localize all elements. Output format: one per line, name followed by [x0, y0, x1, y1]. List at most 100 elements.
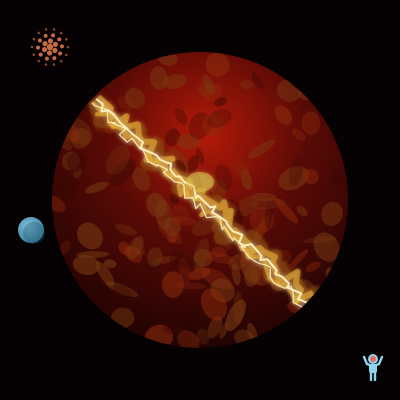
cluster-dot — [41, 46, 48, 53]
surface-blob — [251, 192, 277, 202]
cluster-dot — [32, 53, 36, 57]
surface-blob — [232, 160, 251, 175]
surface-blob — [291, 128, 306, 141]
cluster-dot — [36, 45, 41, 50]
cluster-dot — [59, 44, 64, 49]
surface-blob — [215, 164, 233, 191]
alien-legs — [369, 370, 377, 382]
surface-blob — [203, 252, 235, 264]
fissure-line — [91, 102, 305, 309]
surface-blob — [149, 66, 168, 90]
surface-blob — [247, 139, 276, 159]
surface-blob — [177, 330, 200, 348]
surface-blob — [169, 193, 180, 204]
surface-blob — [133, 238, 145, 256]
cluster-dot — [44, 28, 48, 31]
surface-blob — [329, 166, 348, 189]
surface-blob — [59, 240, 71, 255]
red-planet[interactable] — [41, 40, 359, 359]
surface-blob — [205, 52, 230, 77]
surface-blob — [211, 246, 227, 258]
surface-blob — [174, 282, 206, 290]
cluster-dot — [44, 56, 49, 61]
surface-blob — [214, 97, 228, 107]
surface-blob — [178, 257, 191, 284]
surface-blob — [77, 222, 103, 250]
surface-blob — [163, 321, 184, 335]
surface-blob — [187, 154, 199, 174]
cluster-dot — [42, 41, 48, 47]
cluster-dot — [30, 45, 34, 49]
surface-blob — [249, 206, 274, 233]
surface-blob — [196, 328, 210, 345]
surface-blob — [112, 223, 120, 237]
cluster-dot — [52, 41, 59, 48]
surface-blob — [301, 111, 321, 136]
cluster-dot — [43, 33, 48, 38]
surface-blob — [117, 96, 135, 110]
alien-figure-icon[interactable] — [362, 354, 384, 382]
cluster-dot — [59, 31, 63, 35]
surface-blob — [264, 202, 273, 229]
surface-blob — [170, 204, 190, 222]
surface-blob — [278, 166, 309, 191]
surface-blob — [114, 223, 138, 236]
surface-blob — [189, 336, 200, 348]
surface-blob — [104, 259, 117, 269]
surface-blob — [72, 255, 100, 275]
surface-blob — [175, 260, 198, 268]
surface-blob — [305, 261, 321, 272]
surface-blob — [244, 259, 262, 287]
surface-blob — [202, 74, 215, 95]
surface-blob — [95, 261, 115, 287]
surface-blob — [288, 156, 304, 186]
surface-blob — [202, 113, 225, 136]
cluster-dot — [52, 28, 56, 31]
surface-blob — [240, 79, 254, 90]
surface-blob — [207, 315, 223, 339]
cluster-dot — [64, 53, 68, 57]
cluster-dot — [46, 43, 54, 51]
surface-blob — [147, 247, 163, 267]
surface-blob — [237, 196, 258, 217]
surface-blob — [275, 198, 299, 224]
surface-blob — [163, 217, 181, 237]
moon-disc — [18, 217, 44, 243]
surface-blob — [52, 195, 66, 213]
alien-arms — [362, 355, 384, 367]
surface-blob — [132, 167, 151, 192]
cluster-dot — [51, 33, 56, 38]
fissure-line — [95, 98, 309, 304]
fissure-hotspot — [186, 172, 214, 192]
surface-blob — [111, 285, 133, 310]
surface-blob — [161, 271, 184, 298]
surface-blob — [191, 217, 217, 237]
alien-face — [370, 356, 376, 362]
surface-blob — [162, 73, 187, 90]
surface-blob — [200, 288, 227, 321]
surface-blob — [146, 192, 167, 218]
blue-moon[interactable] — [18, 217, 45, 244]
surface-blob — [274, 105, 292, 125]
surface-blob — [157, 220, 182, 244]
surface-blob — [61, 151, 80, 171]
cluster-dot — [32, 37, 36, 41]
surface-blob — [321, 201, 343, 226]
cluster-dot — [37, 31, 41, 35]
cluster-dot — [46, 50, 53, 56]
surface-blob — [240, 255, 258, 285]
cluster-dot — [52, 56, 57, 61]
surface-blob — [70, 127, 91, 149]
cluster-dot — [59, 59, 63, 63]
cluster-dot — [52, 63, 56, 66]
alien-body — [369, 364, 377, 373]
surface-blob — [240, 169, 252, 190]
surface-blob — [142, 260, 163, 271]
surface-blob — [225, 299, 246, 332]
cluster-dot — [38, 52, 43, 57]
surface-blob — [118, 241, 131, 255]
surface-blob — [231, 263, 241, 286]
surface-blob — [302, 169, 319, 185]
cluster-dot — [52, 47, 58, 53]
